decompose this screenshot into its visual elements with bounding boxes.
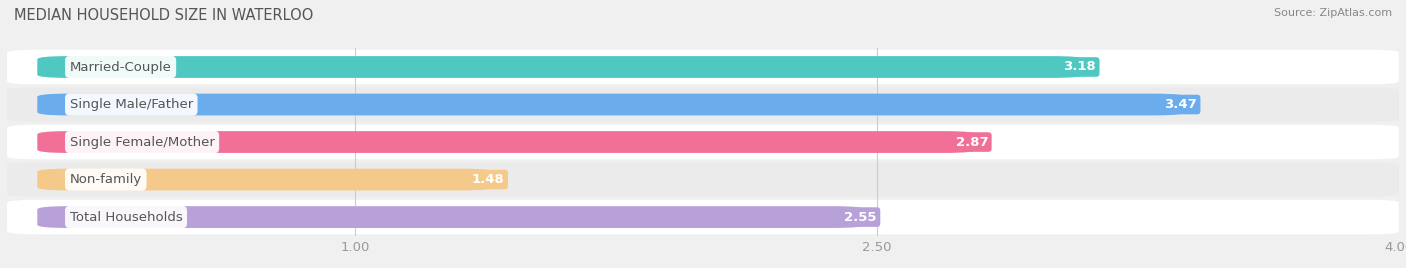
FancyBboxPatch shape [7,162,1399,197]
Text: Married-Couple: Married-Couple [70,61,172,73]
Text: 3.18: 3.18 [1063,61,1097,73]
FancyBboxPatch shape [38,131,976,153]
FancyBboxPatch shape [38,56,1084,78]
Text: Total Households: Total Households [70,211,183,224]
FancyBboxPatch shape [7,50,1399,84]
Text: Single Male/Father: Single Male/Father [70,98,193,111]
FancyBboxPatch shape [7,200,1399,234]
FancyBboxPatch shape [7,125,1399,159]
FancyBboxPatch shape [38,169,492,191]
Text: 2.55: 2.55 [845,211,877,224]
FancyBboxPatch shape [7,87,1399,122]
Text: MEDIAN HOUSEHOLD SIZE IN WATERLOO: MEDIAN HOUSEHOLD SIZE IN WATERLOO [14,8,314,23]
FancyBboxPatch shape [38,94,1184,116]
Text: 3.47: 3.47 [1164,98,1197,111]
Text: Single Female/Mother: Single Female/Mother [70,136,215,148]
Text: 2.87: 2.87 [956,136,988,148]
Text: 1.48: 1.48 [472,173,505,186]
Text: Non-family: Non-family [70,173,142,186]
Text: Source: ZipAtlas.com: Source: ZipAtlas.com [1274,8,1392,18]
FancyBboxPatch shape [38,206,865,228]
